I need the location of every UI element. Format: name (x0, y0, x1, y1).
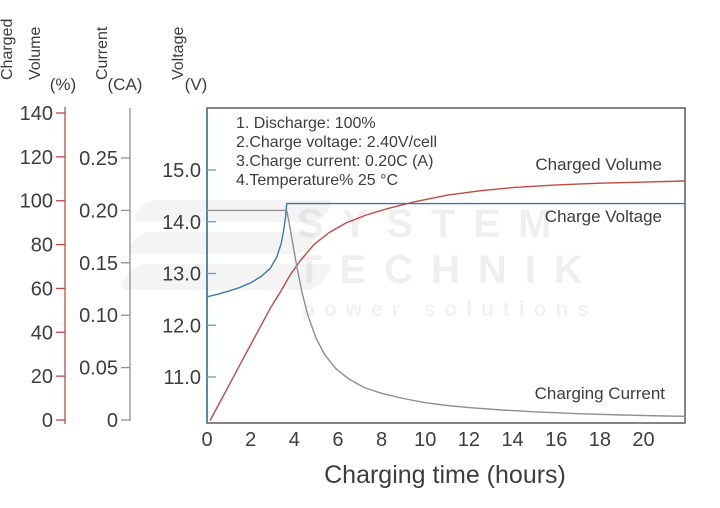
xaxis-title: Charging time (hours) (324, 461, 566, 489)
watermark-text-system: SYSTEM (297, 202, 570, 246)
voltage-axis-tick-label: 14.0 (162, 212, 201, 234)
time-axis-tick-label: 18 (589, 429, 611, 451)
volume-axis-tick-label: 20 (31, 366, 53, 388)
charged-volume-curve-label: Charged Volume (535, 155, 662, 174)
time-axis-tick-label: 8 (376, 429, 387, 451)
current-axis-tick-label: 0.15 (79, 253, 118, 275)
time-axis-tick-label: 14 (501, 429, 523, 451)
time-axis-tick-label: 4 (289, 429, 300, 451)
watermark-text-power-solutions: power solutions (302, 298, 599, 321)
current-axis-unit: (CA) (107, 75, 143, 94)
charge-voltage-curve-label: Charge Voltage (544, 207, 662, 226)
annotation-line-3: 3.Charge current: 0.20C (A) (236, 153, 434, 170)
charging-current-curve (206, 209, 686, 417)
charged-volume-curve (209, 180, 686, 421)
time-axis-tick-label: 16 (545, 429, 567, 451)
voltage-axis-unit: (V) (184, 75, 208, 94)
volume-axis-tick-label: 100 (20, 191, 53, 213)
volume-axis-tick-label: 120 (20, 147, 53, 169)
time-axis-tick-label: 2 (245, 429, 256, 451)
charging-current-curve-label: Charging Current (534, 384, 665, 403)
volume-axis-tick-label: 0 (42, 410, 53, 432)
annotation-line-4: 4.Temperature% 25 °C (236, 172, 399, 189)
current-axis-tick-label: 0.10 (79, 305, 118, 327)
voltage-axis-tick-label: 12.0 (162, 315, 201, 337)
time-axis-tick-label: 6 (332, 429, 343, 451)
volume-axis-tick-label: 60 (31, 278, 53, 300)
current-axis-tick-label: 0 (107, 410, 118, 432)
volume-axis-tick-label: 40 (31, 322, 53, 344)
time-axis-tick-label: 20 (632, 429, 654, 451)
volume-axis-tick-label: 80 (31, 235, 53, 257)
volume-axis-tick-label: 140 (20, 103, 53, 125)
volume-axis-unit: (%) (49, 75, 77, 94)
current-axis-tick-label: 0.25 (79, 148, 118, 170)
time-axis-tick-label: 0 (201, 429, 212, 451)
annotation-block: 1. Discharge: 100% 2.Charge voltage: 2.4… (236, 114, 437, 190)
charge-voltage-curve (206, 202, 686, 298)
current-axis-tick-label: 0.05 (79, 358, 118, 380)
voltage-axis-tick-label: 13.0 (162, 264, 201, 286)
annotation-line-1: 1. Discharge: 100% (236, 115, 376, 132)
voltage-axis-tick-label: 15.0 (162, 160, 201, 182)
time-axis-tick-label: 12 (458, 429, 480, 451)
annotation-line-2: 2.Charge voltage: 2.40V/cell (236, 134, 438, 151)
time-axis-tick-label: 10 (414, 429, 436, 451)
current-axis-tick-label: 0.20 (79, 200, 118, 222)
voltage-axis-tick-label: 11.0 (164, 367, 201, 389)
watermark-text-technik: TECHNIK (297, 248, 601, 292)
